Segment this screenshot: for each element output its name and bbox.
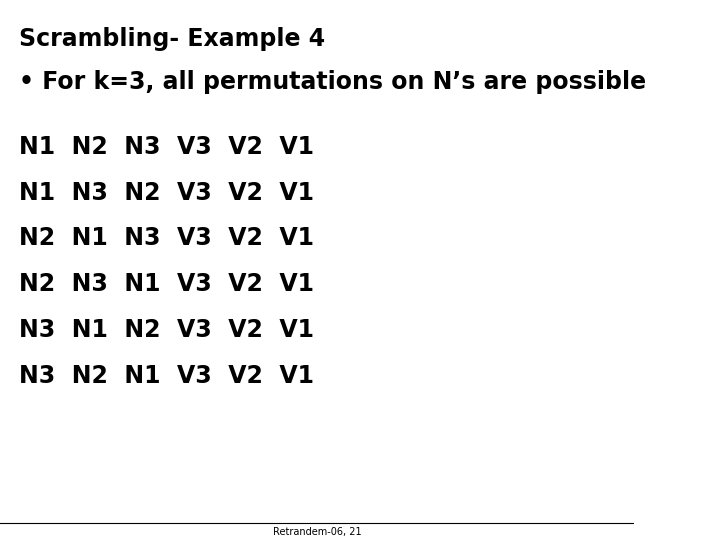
Text: N1  N2  N3  V3  V2  V1: N1 N2 N3 V3 V2 V1	[19, 135, 314, 159]
Text: N3  N1  N2  V3  V2  V1: N3 N1 N2 V3 V2 V1	[19, 318, 314, 342]
Text: N2  N3  N1  V3  V2  V1: N2 N3 N1 V3 V2 V1	[19, 272, 314, 296]
Text: Retrandem-06, 21: Retrandem-06, 21	[273, 527, 361, 537]
Text: Scrambling- Example 4: Scrambling- Example 4	[19, 27, 325, 51]
Text: • For k=3, all permutations on N’s are possible: • For k=3, all permutations on N’s are p…	[19, 70, 646, 94]
Text: N2  N1  N3  V3  V2  V1: N2 N1 N3 V3 V2 V1	[19, 226, 314, 251]
Text: N1  N3  N2  V3  V2  V1: N1 N3 N2 V3 V2 V1	[19, 180, 314, 205]
Text: N3  N2  N1  V3  V2  V1: N3 N2 N1 V3 V2 V1	[19, 364, 314, 388]
